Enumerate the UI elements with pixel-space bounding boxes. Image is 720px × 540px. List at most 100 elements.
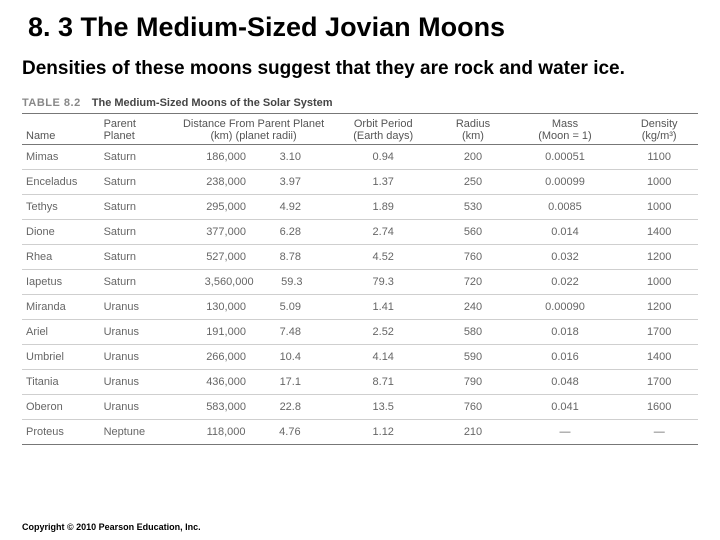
table-cell: 1200 [620, 244, 698, 269]
table-row: TethysSaturn295,000 4.921.895300.0085100… [22, 194, 698, 219]
table-cell: 580 [436, 319, 509, 344]
table-header-cell: Name [22, 116, 100, 144]
table-cell: Titania [22, 369, 100, 394]
table-cell: 0.00099 [510, 169, 621, 194]
table-cell: Uranus [100, 294, 178, 319]
table-cell: 0.022 [510, 269, 621, 294]
table-cell: 238,000 3.97 [177, 169, 330, 194]
table-cell: Oberon [22, 394, 100, 419]
table-cell: 13.5 [330, 394, 436, 419]
table-label-row: TABLE 8.2 The Medium-Sized Moons of the … [22, 97, 698, 109]
table-cell: 2.74 [330, 219, 436, 244]
table-cell: Tethys [22, 194, 100, 219]
table-header-cell: Mass(Moon = 1) [510, 116, 621, 144]
table-row: OberonUranus583,000 22.813.57600.0411600 [22, 394, 698, 419]
header-line2: Name [26, 130, 96, 142]
table-cell: 118,000 4.76 [177, 419, 330, 444]
table-cell: 1100 [620, 144, 698, 169]
table-cell: 1000 [620, 169, 698, 194]
table-cell: 720 [436, 269, 509, 294]
table-cell: 1600 [620, 394, 698, 419]
table-row: IapetusSaturn3,560,000 59.379.37200.0221… [22, 269, 698, 294]
table-cell: Saturn [100, 194, 178, 219]
table-cell: 200 [436, 144, 509, 169]
table-cell: 1700 [620, 319, 698, 344]
table-cell: Saturn [100, 219, 178, 244]
header-line1: Orbit Period [334, 118, 432, 130]
table-cell: 295,000 4.92 [177, 194, 330, 219]
table-cell: Uranus [100, 344, 178, 369]
table-cell: 210 [436, 419, 509, 444]
table-cell: 0.0085 [510, 194, 621, 219]
table-cell: 1.41 [330, 294, 436, 319]
table-cell: 790 [436, 369, 509, 394]
page-title: 8. 3 The Medium-Sized Jovian Moons [28, 12, 698, 43]
table-cell: Saturn [100, 169, 178, 194]
table-cell: 79.3 [330, 269, 436, 294]
table-cell: 0.041 [510, 394, 621, 419]
table-cell: Rhea [22, 244, 100, 269]
table-cell: 0.032 [510, 244, 621, 269]
table-cell: 2.52 [330, 319, 436, 344]
header-line1: Mass [514, 118, 617, 130]
table-cell: 191,000 7.48 [177, 319, 330, 344]
header-line1: Parent [104, 118, 174, 130]
table-cell: 1000 [620, 269, 698, 294]
table-cell: 130,000 5.09 [177, 294, 330, 319]
table-cell: 0.014 [510, 219, 621, 244]
table-cell: 266,000 10.4 [177, 344, 330, 369]
table-header-cell: ParentPlanet [100, 116, 178, 144]
table-row: MimasSaturn186,000 3.100.942000.00051110… [22, 144, 698, 169]
table-cell: 3,560,000 59.3 [177, 269, 330, 294]
table-caption: The Medium-Sized Moons of the Solar Syst… [92, 97, 333, 109]
header-line2: (km) [440, 130, 505, 142]
data-table-wrap: TABLE 8.2 The Medium-Sized Moons of the … [22, 97, 698, 445]
table-cell: 760 [436, 394, 509, 419]
header-line1: Density [624, 118, 694, 130]
table-row: RheaSaturn527,000 8.784.527600.0321200 [22, 244, 698, 269]
table-row: EnceladusSaturn238,000 3.971.372500.0009… [22, 169, 698, 194]
table-cell: Neptune [100, 419, 178, 444]
table-cell: 1400 [620, 344, 698, 369]
table-cell: Mimas [22, 144, 100, 169]
table-cell: Iapetus [22, 269, 100, 294]
table-cell: Saturn [100, 144, 178, 169]
table-cell: 0.00051 [510, 144, 621, 169]
table-header-cell: Orbit Period(Earth days) [330, 116, 436, 144]
table-header-cell: Distance From Parent Planet(km) (planet … [177, 116, 330, 144]
table-row: ProteusNeptune118,000 4.761.12210—— [22, 419, 698, 444]
page-subtitle: Densities of these moons suggest that th… [22, 57, 698, 81]
table-cell: 377,000 6.28 [177, 219, 330, 244]
header-line2: (Earth days) [334, 130, 432, 142]
table-header-cell: Density(kg/m³) [620, 116, 698, 144]
table-header-row: NameParentPlanetDistance From Parent Pla… [22, 116, 698, 144]
table-row: MirandaUranus130,000 5.091.412400.000901… [22, 294, 698, 319]
header-line2: (Moon = 1) [514, 130, 617, 142]
table-cell: Uranus [100, 394, 178, 419]
table-cell: 560 [436, 219, 509, 244]
table-cell: 0.018 [510, 319, 621, 344]
table-cell: — [510, 419, 621, 444]
header-line2: Planet [104, 130, 174, 142]
table-number: TABLE 8.2 [22, 97, 81, 109]
table-cell: 590 [436, 344, 509, 369]
table-cell: Saturn [100, 244, 178, 269]
table-cell: 0.00090 [510, 294, 621, 319]
table-row: TitaniaUranus436,000 17.18.717900.048170… [22, 369, 698, 394]
moons-table: NameParentPlanetDistance From Parent Pla… [22, 116, 698, 445]
table-cell: 530 [436, 194, 509, 219]
table-cell: Saturn [100, 269, 178, 294]
table-cell: 1700 [620, 369, 698, 394]
table-cell: Dione [22, 219, 100, 244]
table-cell: 1.12 [330, 419, 436, 444]
table-cell: 240 [436, 294, 509, 319]
table-cell: 1.37 [330, 169, 436, 194]
table-cell: — [620, 419, 698, 444]
header-line1: Distance From Parent Planet [181, 118, 326, 130]
table-cell: 527,000 8.78 [177, 244, 330, 269]
table-cell: 436,000 17.1 [177, 369, 330, 394]
table-cell: Proteus [22, 419, 100, 444]
table-cell: 0.016 [510, 344, 621, 369]
table-cell: 760 [436, 244, 509, 269]
table-cell: 1200 [620, 294, 698, 319]
